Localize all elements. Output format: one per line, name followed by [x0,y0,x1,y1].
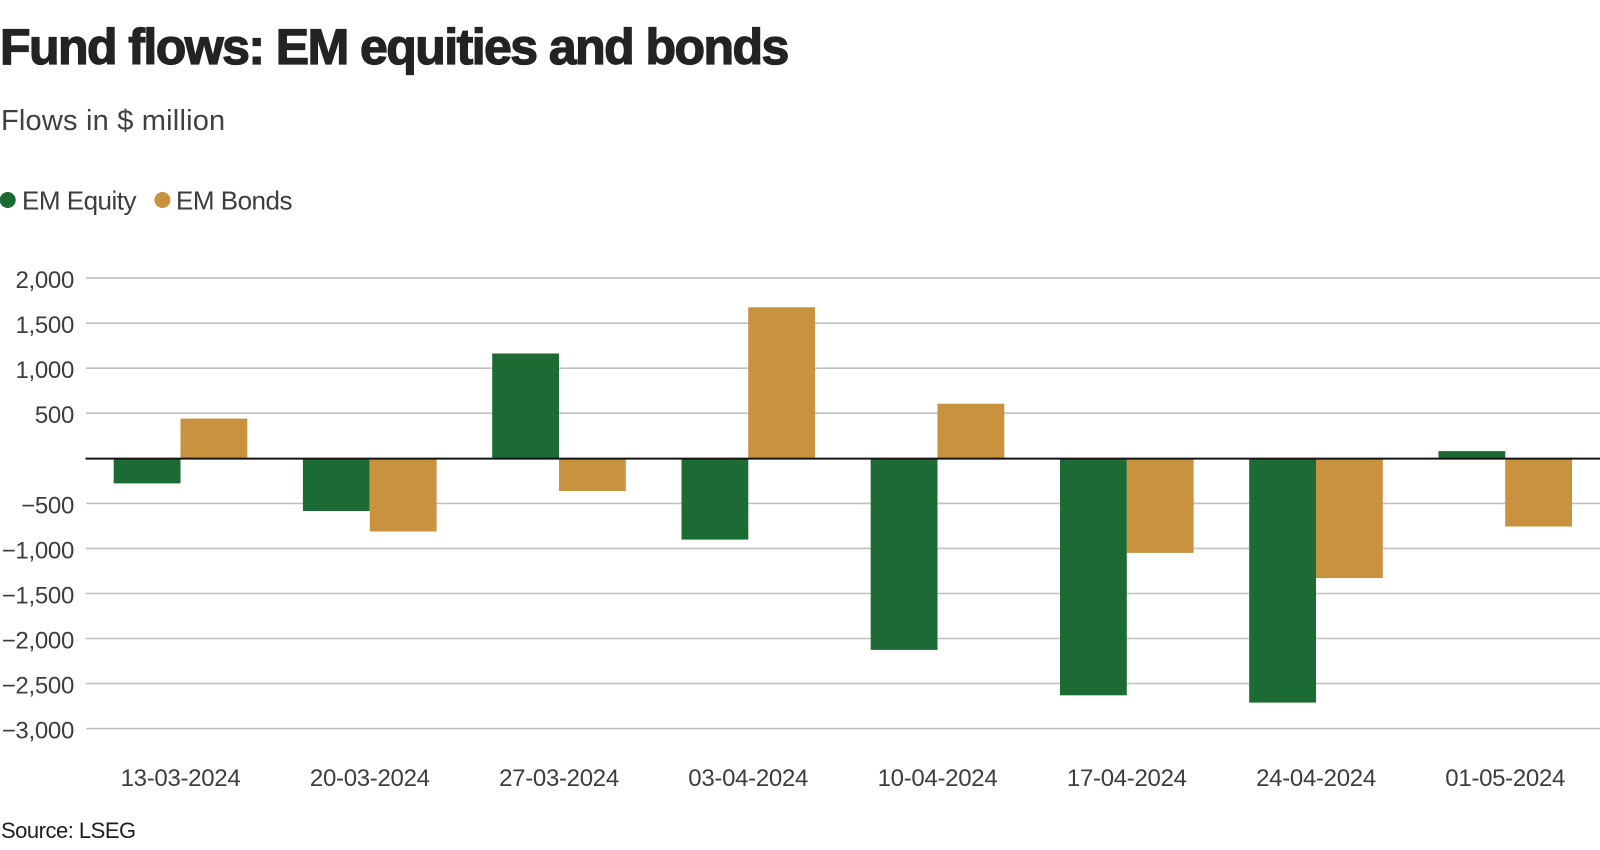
svg-text:Source: LSEG: Source: LSEG [1,818,136,843]
svg-text:1,000: 1,000 [15,357,74,384]
svg-text:24-04-2024: 24-04-2024 [1256,765,1376,792]
svg-text:13-03-2024: 13-03-2024 [121,765,241,792]
svg-text:−1,000: −1,000 [2,537,74,564]
svg-text:−2,500: −2,500 [2,673,74,700]
svg-text:EM Equity: EM Equity [22,186,136,216]
svg-text:−1,500: −1,500 [2,583,74,610]
svg-text:500: 500 [35,402,74,429]
svg-text:1,500: 1,500 [15,312,74,339]
svg-text:Flows in $ million: Flows in $ million [1,105,225,137]
svg-text:03-04-2024: 03-04-2024 [688,765,808,792]
svg-text:27-03-2024: 27-03-2024 [499,765,619,792]
svg-text:−500: −500 [21,492,74,519]
svg-text:2,000: 2,000 [15,267,74,294]
svg-text:Fund flows: EM equities and bo: Fund flows: EM equities and bonds [0,19,788,75]
svg-text:17-04-2024: 17-04-2024 [1067,765,1187,792]
svg-text:01-05-2024: 01-05-2024 [1445,765,1565,792]
svg-text:20-03-2024: 20-03-2024 [310,765,430,792]
svg-text:EM Bonds: EM Bonds [176,186,292,216]
svg-text:10-04-2024: 10-04-2024 [878,765,998,792]
svg-text:−2,000: −2,000 [2,628,74,655]
svg-text:−3,000: −3,000 [2,718,74,745]
